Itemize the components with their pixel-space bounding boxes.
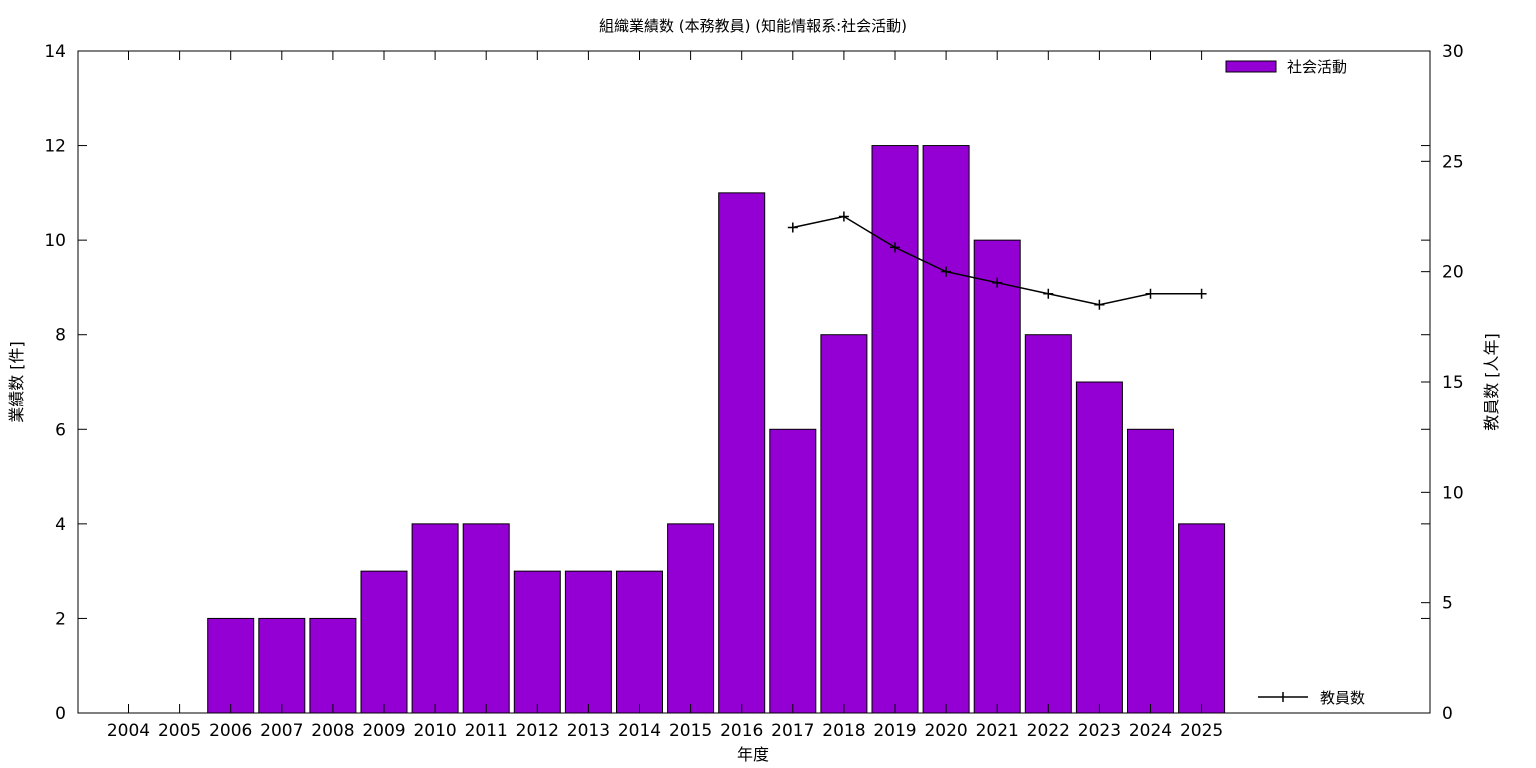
bar bbox=[820, 334, 868, 714]
y-tick-label: 0 bbox=[55, 704, 66, 724]
bar-series bbox=[207, 145, 1226, 714]
y2-tick-label: 20 bbox=[1442, 263, 1464, 283]
bar bbox=[207, 617, 255, 714]
bar bbox=[462, 523, 510, 714]
bar bbox=[1024, 334, 1072, 714]
x-tick-label: 2010 bbox=[413, 721, 456, 741]
y-tick-label: 6 bbox=[55, 420, 66, 440]
x-tick-label: 2012 bbox=[516, 721, 559, 741]
line-point bbox=[992, 277, 1003, 288]
y-tick-label: 8 bbox=[55, 326, 66, 346]
x-tick-label: 2006 bbox=[209, 721, 252, 741]
x-tick-label: 2008 bbox=[311, 721, 354, 741]
legend-line-label: 教員数 bbox=[1320, 689, 1365, 707]
line-point bbox=[1043, 288, 1054, 299]
x-tick-label: 2009 bbox=[362, 721, 405, 741]
line-point bbox=[1094, 299, 1105, 310]
bar bbox=[513, 570, 561, 714]
y2-tick-label: 10 bbox=[1442, 483, 1464, 503]
x-tick-label: 2019 bbox=[873, 721, 916, 741]
bar bbox=[718, 192, 766, 714]
bar bbox=[871, 145, 919, 714]
x-tick-label: 2004 bbox=[107, 721, 150, 741]
line-point bbox=[787, 222, 798, 233]
x-tick-label: 2007 bbox=[260, 721, 303, 741]
line-point bbox=[1145, 288, 1156, 299]
x-tick-label: 2014 bbox=[618, 721, 661, 741]
x-axis-label: 年度 bbox=[737, 745, 769, 764]
y-axis: 0 2 4 6 8 10 12 14 bbox=[44, 42, 1430, 724]
x-tick-label: 2018 bbox=[822, 721, 865, 741]
y2-tick-label: 15 bbox=[1442, 373, 1464, 393]
y2-tick-label: 30 bbox=[1442, 42, 1464, 62]
x-tick-label: 2021 bbox=[976, 721, 1019, 741]
x-tick-label: 2011 bbox=[465, 721, 508, 741]
y-tick-label: 14 bbox=[44, 42, 66, 62]
bar bbox=[769, 428, 817, 714]
bar bbox=[564, 570, 612, 714]
bar bbox=[360, 570, 408, 714]
bar bbox=[1127, 428, 1174, 714]
line-point bbox=[838, 211, 849, 222]
bar bbox=[1075, 381, 1123, 714]
x-tick-label: 2015 bbox=[669, 721, 712, 741]
y-tick-label: 12 bbox=[44, 137, 66, 157]
bar bbox=[411, 523, 459, 714]
chart-title: 組織業績数 (本務教員) (知能情報系:社会活動) bbox=[599, 17, 907, 35]
y-axis-label: 業績数 [件] bbox=[7, 341, 26, 423]
line-series bbox=[787, 211, 1207, 310]
x-tick-label: 2017 bbox=[771, 721, 814, 741]
x-tick-label: 2013 bbox=[567, 721, 610, 741]
y-tick-label: 2 bbox=[55, 609, 66, 629]
bar bbox=[258, 617, 306, 714]
y2-tick-label: 5 bbox=[1442, 594, 1453, 614]
y2-tick-label: 0 bbox=[1442, 704, 1453, 724]
y2-tick-label: 25 bbox=[1442, 152, 1464, 172]
x-tick-label: 2023 bbox=[1078, 721, 1121, 741]
line-point bbox=[890, 242, 900, 253]
bar bbox=[667, 523, 715, 714]
x-axis: 2004 2005 2006 2007 2008 2009 2010 2011 2012 2013… bbox=[107, 51, 1223, 741]
line-point bbox=[941, 266, 952, 277]
y2-axis: 0 5 10 15 20 25 30 bbox=[1421, 42, 1464, 724]
legend: 社会活動 教員数 bbox=[1225, 58, 1365, 707]
legend-bar-label: 社会活動 bbox=[1287, 58, 1347, 76]
y-tick-label: 10 bbox=[44, 231, 66, 251]
bar bbox=[309, 617, 357, 714]
y-tick-label: 4 bbox=[55, 515, 66, 535]
bar bbox=[973, 239, 1021, 714]
x-tick-label: 2020 bbox=[924, 721, 967, 741]
bar bbox=[1178, 523, 1226, 714]
bar bbox=[616, 570, 663, 714]
bar bbox=[922, 145, 970, 714]
legend-bar-swatch bbox=[1225, 60, 1277, 73]
y2-axis-label: 教員数 [人年] bbox=[1482, 333, 1501, 431]
x-tick-label: 2005 bbox=[158, 721, 201, 741]
x-tick-label: 2022 bbox=[1027, 721, 1070, 741]
x-tick-label: 2024 bbox=[1129, 721, 1172, 741]
x-tick-label: 2025 bbox=[1180, 721, 1223, 741]
line-point bbox=[1196, 288, 1207, 299]
x-tick-label: 2016 bbox=[720, 721, 763, 741]
